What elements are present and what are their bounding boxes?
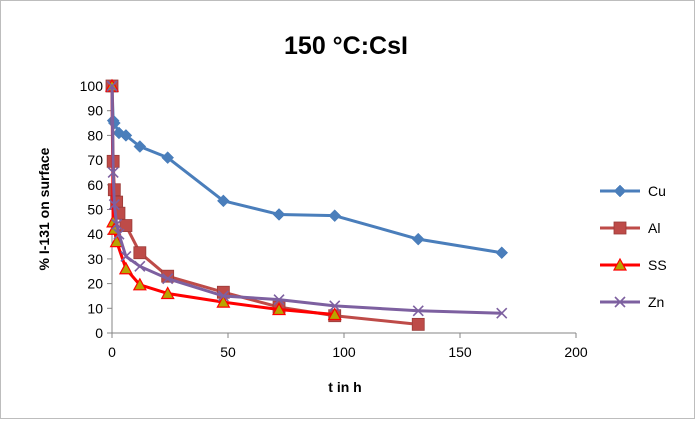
data-point-zn-stroke [217,290,229,302]
y-tick-label: 10 [87,300,103,316]
data-point-al [411,317,425,331]
legend-marker-ss [612,257,628,271]
x-tick-label: 100 [332,344,356,360]
legend-label-al: Al [648,220,660,236]
y-tick-label: 50 [87,202,103,218]
y-tick-label: 0 [95,325,103,341]
data-point-zn-stroke [412,305,424,317]
data-point-zn-stroke [162,273,174,285]
data-point-zn-stroke [107,166,119,179]
x-tick-label: 200 [564,344,588,360]
legend-marker-cu [613,184,627,198]
data-point-zn [162,273,174,285]
legend-marker-al [613,221,627,235]
x-tick-label: 50 [220,344,236,360]
data-point-cu [328,209,342,223]
data-point-cu [495,246,509,260]
legend-label-ss: SS [648,257,667,273]
chart-title: 150 °C:CsI [284,32,408,60]
y-tick-label: 60 [87,177,103,193]
y-axis-label: % I-131 on surface [36,147,52,270]
data-point-zn [217,290,229,302]
series-line-cu [110,85,503,255]
data-point-ss [327,307,342,321]
data-point-zn-stroke [134,260,146,272]
data-point-cu [411,232,425,246]
data-point-zn [107,166,119,179]
data-point-zn [329,300,341,312]
data-point-ss [132,277,147,291]
data-point-zn [108,198,120,211]
data-point-ss [118,261,133,275]
x-axis-label: t in h [328,379,361,395]
data-point-zn [496,307,508,319]
data-point-cu [161,151,175,164]
data-point-cu [217,194,230,208]
y-tick-label: 70 [87,152,103,168]
data-point-zn-stroke [496,307,508,319]
data-point-zn-stroke [108,198,120,211]
data-point-cu [272,208,286,221]
data-point-ss [160,286,175,300]
data-point-cu [133,140,147,153]
data-point-al [119,219,133,232]
legend-label-zn: Zn [648,294,664,310]
data-point-zn-stroke [113,228,125,240]
plot-area: 0 10 20 30 40 50 60 70 80 90 100 0 50 100 150 200 [80,78,588,360]
legend: Cu Al SS Zn [600,183,667,310]
data-point-zn-stroke [120,250,132,262]
data-point-zn [106,80,118,92]
data-point-zn [273,294,285,306]
data-point-zn-stroke [106,80,118,92]
data-point-zn [134,260,146,272]
series-line-zn [110,85,502,315]
y-tick-label: 80 [87,127,103,143]
data-point-zn-stroke [111,218,123,230]
data-point-zn [111,218,123,230]
data-point-zn [113,228,125,240]
data-point-ss [216,294,231,308]
y-tick-label: 40 [87,226,103,242]
data-point-cu [119,129,133,142]
legend-marker-zn-stroke [614,296,626,308]
data-point-zn [412,305,424,317]
x-tick-label: 150 [448,344,472,360]
x-tick-label: 0 [108,344,116,360]
data-point-zn-stroke [273,294,285,306]
data-point-zn [120,250,132,262]
data-point-zn-stroke [329,300,341,312]
y-tick-label: 20 [87,276,103,292]
data-point-ss [272,302,287,316]
legend-marker-zn [614,296,626,308]
y-tick-label: 90 [87,103,103,119]
y-tick-label: 30 [87,251,103,267]
data-point-al [133,246,147,260]
series-line-al [110,85,419,326]
y-tick-label: 100 [80,78,104,94]
legend-label-cu: Cu [648,183,666,199]
